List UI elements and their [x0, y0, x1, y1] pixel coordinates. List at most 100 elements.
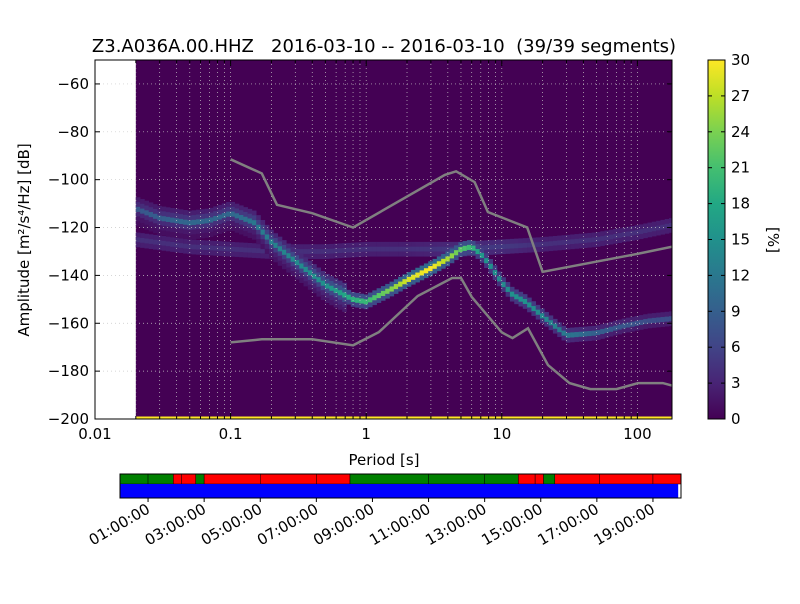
- heatmap-cell: [380, 295, 386, 301]
- heatmap-cell: [256, 243, 261, 249]
- heatmap-cell: [350, 296, 356, 302]
- heatmap-cell: [329, 276, 334, 282]
- heatmap-cell: [277, 255, 283, 261]
- heatmap-cell: [355, 292, 360, 299]
- heatmap-cell: [213, 220, 218, 226]
- heatmap-cell: [312, 283, 317, 289]
- heatmap-cell: [161, 245, 167, 251]
- timeline-tick-label: 05:00:00: [198, 500, 265, 549]
- heatmap-cell: [492, 274, 498, 280]
- timeline-segment: [119, 473, 149, 485]
- heatmap-cell: [153, 213, 158, 219]
- heatmap-cell: [256, 224, 261, 230]
- x-tick-label: 0.01: [78, 425, 111, 443]
- heatmap-cell: [626, 231, 631, 237]
- heatmap-cell: [509, 238, 515, 244]
- heatmap-cell: [157, 220, 162, 226]
- heatmap-cell: [368, 292, 373, 298]
- heatmap-cell: [204, 250, 210, 256]
- heatmap-cell: [187, 225, 193, 231]
- heatmap-cell: [669, 311, 672, 317]
- heatmap-cell: [531, 306, 537, 312]
- heatmap-cell: [333, 287, 339, 294]
- heatmap-cell: [458, 247, 463, 253]
- heatmap-cell: [277, 236, 283, 242]
- heatmap-cell: [191, 234, 197, 240]
- heatmap-cell: [415, 251, 420, 257]
- heatmap-cell: [148, 226, 154, 232]
- heatmap-cell: [535, 314, 541, 320]
- heatmap-cell: [247, 228, 253, 234]
- heatmap-cell: [587, 335, 592, 341]
- heatmap-cell: [664, 228, 670, 234]
- heatmap-cell: [286, 243, 291, 249]
- heatmap-cell: [522, 238, 528, 244]
- heatmap-cell: [135, 232, 141, 238]
- heatmap-cell: [479, 257, 485, 263]
- heatmap-cell: [230, 225, 236, 232]
- heatmap-cell: [144, 215, 150, 221]
- heatmap-cell: [621, 237, 627, 243]
- heatmap-cell: [239, 210, 244, 216]
- heatmap-cell: [329, 280, 334, 287]
- heatmap-cell: [501, 286, 506, 292]
- heatmap-cell: [372, 246, 377, 252]
- heatmap-cell: [299, 273, 304, 279]
- heatmap-cell: [264, 244, 270, 250]
- heatmap-cell: [411, 279, 416, 285]
- heatmap-cell: [312, 249, 317, 255]
- heatmap-cell: [600, 324, 605, 330]
- heatmap-cell: [260, 229, 266, 235]
- heatmap-cell: [475, 244, 481, 250]
- colorbar-ticks: 0 3 6 9 12 15 18 21 24 27 30: [708, 51, 750, 428]
- heatmap-cell: [548, 325, 554, 331]
- timeline-segment: [599, 473, 654, 485]
- heatmap-cell: [656, 317, 661, 323]
- heatmap-cell: [570, 234, 575, 240]
- heatmap-cell: [234, 218, 240, 224]
- heatmap-cell: [165, 241, 171, 247]
- heatmap-cell: [325, 244, 330, 250]
- heatmap-cell: [165, 207, 171, 213]
- heatmap-cell: [393, 284, 399, 290]
- heatmap-cell: [213, 206, 218, 212]
- heatmap-cell: [664, 311, 670, 317]
- heatmap-cell: [368, 297, 373, 303]
- heatmap-cell: [527, 237, 532, 243]
- timeline-segment: [173, 473, 182, 485]
- heatmap-cell: [475, 253, 481, 259]
- heatmap-cell: [178, 228, 184, 234]
- heatmap-cell: [522, 298, 528, 305]
- heatmap-cell: [239, 229, 244, 235]
- heatmap-cell: [196, 249, 201, 255]
- heatmap-cell: [234, 227, 240, 233]
- heatmap-cell: [307, 275, 313, 281]
- heatmap-cell: [497, 249, 502, 255]
- heatmap-cell: [647, 323, 653, 329]
- heatmap-cell: [204, 218, 210, 224]
- noise-model-nlnm: [230, 276, 672, 391]
- heatmap-cell: [183, 224, 188, 230]
- heatmap-cell: [492, 249, 498, 255]
- heatmap-cell: [411, 246, 416, 252]
- heatmap-cell: [608, 331, 614, 337]
- heatmap-cell: [535, 237, 541, 243]
- heatmap-cell: [312, 244, 317, 250]
- heatmap-cell: [329, 300, 334, 306]
- heatmap-cell: [342, 243, 347, 249]
- heatmap-cell: [286, 267, 291, 273]
- colorbar-label: [%]: [764, 227, 782, 253]
- heatmap-cell: [243, 207, 248, 213]
- heatmap-cell: [234, 222, 240, 228]
- heatmap-cell: [213, 250, 218, 256]
- heatmap-cell: [604, 327, 610, 333]
- heatmap-cell: [200, 218, 205, 224]
- heatmap-cell: [419, 275, 425, 281]
- heatmap-cell: [303, 249, 309, 255]
- heatmap-cell: [299, 249, 304, 255]
- heatmap-cell: [647, 227, 653, 233]
- colorbar-tick-label: 30: [731, 51, 750, 69]
- heatmap-cell: [608, 326, 614, 332]
- heatmap-cell: [522, 303, 528, 309]
- heatmap-cell: [565, 332, 571, 338]
